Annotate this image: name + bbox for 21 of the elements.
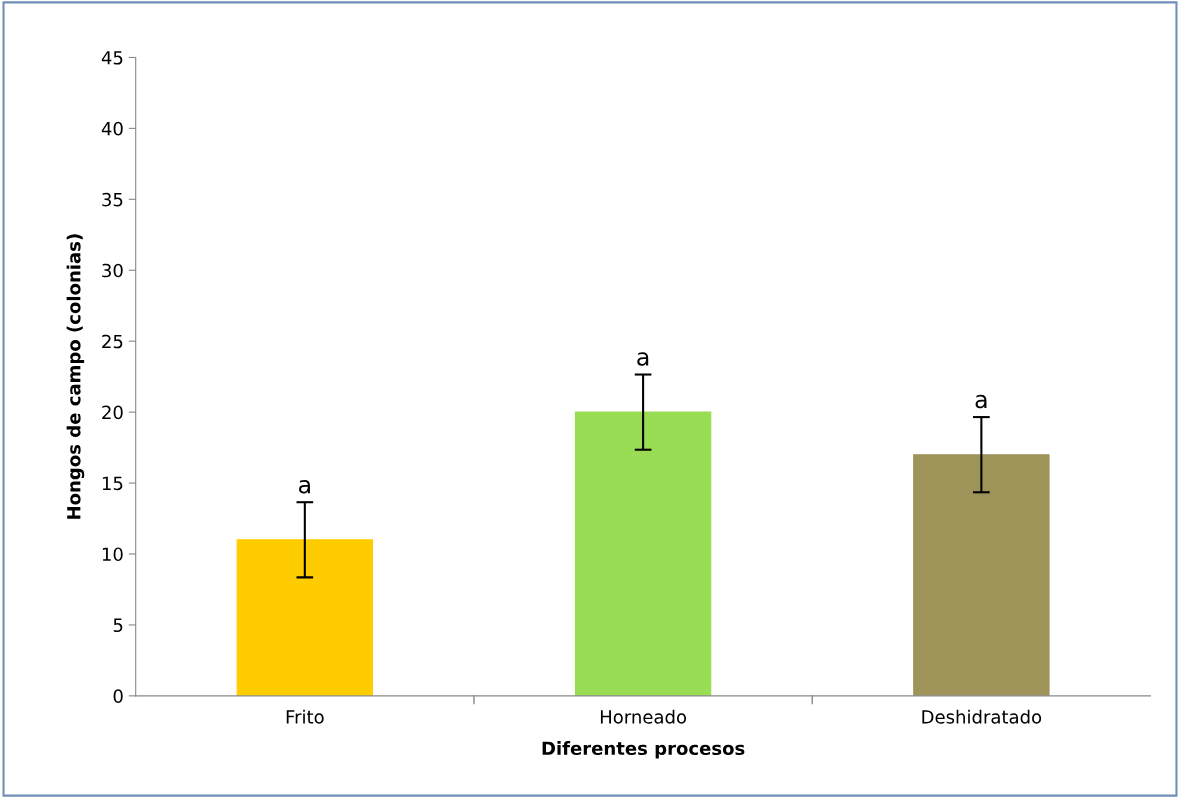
bar <box>913 454 1050 696</box>
y-tick-label: 20 <box>102 405 123 420</box>
x-tick-label: Deshidratado <box>922 709 1042 724</box>
y-tick-label: 45 <box>101 51 123 65</box>
y-tick-label: 40 <box>101 121 123 136</box>
y-tick-label: 25 <box>102 334 123 349</box>
y-tick-label: 15 <box>102 476 123 491</box>
y-tick-label: 5 <box>113 618 123 633</box>
annotation: a <box>299 479 310 494</box>
y-tick-label: 0 <box>113 689 123 703</box>
bar <box>574 411 712 696</box>
x-axis-title: Diferentes procesos <box>542 741 745 759</box>
annotation: a <box>975 394 987 409</box>
annotation: a <box>637 352 649 366</box>
x-tick-label: Horneado <box>600 709 687 724</box>
bar <box>236 539 374 696</box>
y-axis-title: Hongos de campo (colonias) <box>66 234 85 519</box>
x-tick-label: Frito <box>286 709 324 724</box>
y-tick-label: 35 <box>102 192 123 207</box>
y-tick-label: 30 <box>102 263 123 278</box>
y-tick-label: 10 <box>102 547 123 562</box>
